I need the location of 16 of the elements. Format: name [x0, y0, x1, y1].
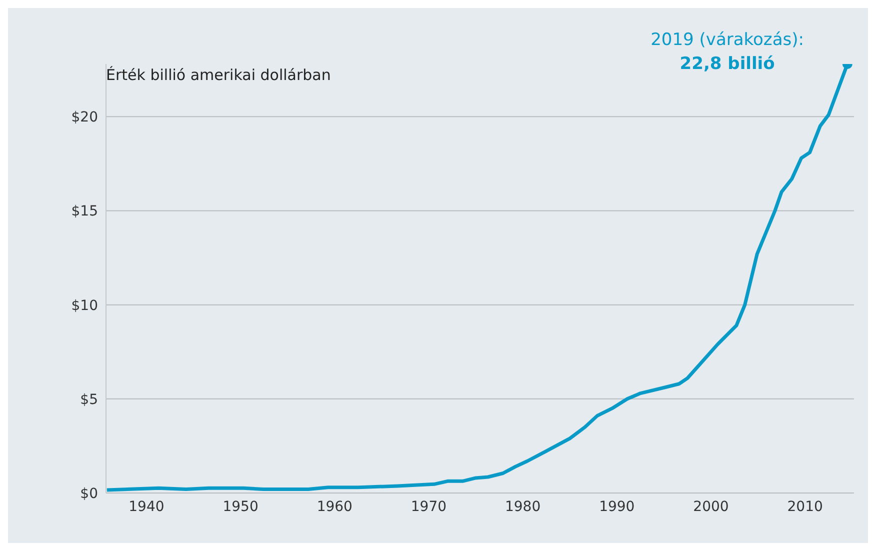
annotation: 22,8 billió — [678, 53, 776, 76]
x-tick-label: 2010 — [787, 498, 823, 515]
y-axis-title: Érték billió amerikai dollárban — [106, 66, 331, 84]
x-tick-label: 1980 — [504, 498, 541, 515]
y-tick-label: $15 — [71, 204, 98, 220]
y-tick-label: $20 — [71, 110, 98, 126]
y-tick-label: $5 — [80, 392, 98, 408]
x-tick-label: 1960 — [316, 498, 352, 515]
x-tick-label: 2000 — [693, 498, 729, 515]
y-tick-label: $0 — [80, 486, 98, 502]
x-tick-label: 1990 — [599, 498, 635, 515]
y-tick-label: $10 — [71, 298, 98, 314]
x-tick-label: 1950 — [222, 498, 258, 515]
x-tick-label: 1970 — [410, 498, 447, 515]
x-tick-label: 1940 — [128, 498, 164, 515]
text: 2019 (várakozás): — [650, 29, 804, 52]
